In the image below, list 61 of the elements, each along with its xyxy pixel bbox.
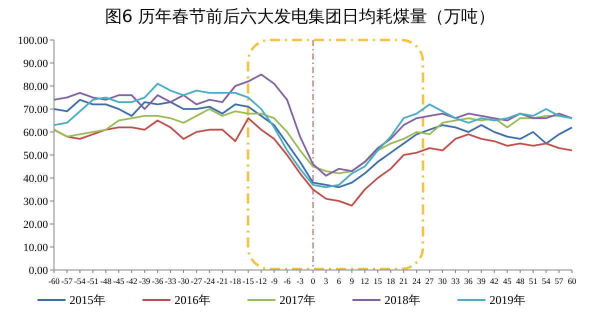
legend-label: 2015年 bbox=[70, 293, 106, 307]
x-tick-label: -12 bbox=[256, 276, 267, 286]
x-tick-label: 12 bbox=[360, 276, 370, 286]
y-tick-label: 30.00 bbox=[23, 196, 48, 208]
x-tick-label: -42 bbox=[126, 276, 138, 286]
x-tick-label: -15 bbox=[242, 276, 254, 286]
legend-label: 2018年 bbox=[384, 293, 420, 307]
x-tick-label: 27 bbox=[425, 276, 434, 286]
chart-title: 图6 历年春节前后六大发电集团日均耗煤量（万吨） bbox=[104, 7, 496, 27]
x-tick-label: 36 bbox=[464, 276, 473, 286]
y-tick-label: 100.00 bbox=[18, 35, 48, 47]
legend-label: 2016年 bbox=[174, 293, 210, 307]
legend-label: 2017年 bbox=[280, 293, 316, 307]
x-tick-label: 48 bbox=[516, 276, 524, 286]
x-tick-label: -36 bbox=[152, 276, 164, 286]
x-tick-label: -48 bbox=[100, 276, 112, 286]
x-tick-label: -39 bbox=[138, 276, 150, 286]
x-tick-label: 54 bbox=[542, 276, 552, 286]
x-tick-label: 42 bbox=[490, 276, 499, 286]
x-tick-label: -3 bbox=[296, 276, 304, 286]
y-tick-label: 50.00 bbox=[23, 150, 48, 162]
x-tick-label: 45 bbox=[503, 276, 512, 286]
x-tick-label: 9 bbox=[350, 276, 354, 286]
legend-label: 2019年 bbox=[490, 293, 526, 307]
x-tick-label: 3 bbox=[324, 276, 328, 286]
x-tick-label: 39 bbox=[477, 276, 486, 286]
x-tick-label: -51 bbox=[87, 276, 99, 286]
y-tick-label: 80.00 bbox=[23, 81, 48, 93]
y-tick-label: 90.00 bbox=[23, 58, 48, 70]
y-tick-label: 10.00 bbox=[23, 242, 48, 254]
x-tick-label: -45 bbox=[113, 276, 124, 286]
x-tick-label: 33 bbox=[451, 276, 460, 286]
x-tick-label: 21 bbox=[399, 276, 408, 286]
line-series bbox=[53, 74, 573, 177]
x-tick-label: -27 bbox=[190, 276, 202, 286]
x-tick-label: 24 bbox=[412, 276, 422, 286]
y-tick-label: 60.00 bbox=[23, 127, 48, 139]
x-tick-label: -6 bbox=[284, 276, 291, 286]
x-tick-label: 51 bbox=[528, 276, 538, 286]
y-tick-label: 20.00 bbox=[23, 219, 48, 231]
y-tick-label: 70.00 bbox=[23, 104, 48, 116]
x-tick-label: 57 bbox=[554, 276, 564, 286]
x-tick-label: -18 bbox=[230, 276, 241, 286]
x-tick-label: -21 bbox=[216, 276, 228, 286]
x-tick-label: -54 bbox=[74, 276, 86, 286]
x-tick-label: -24 bbox=[204, 276, 216, 286]
line-series bbox=[53, 98, 573, 188]
x-tick-label: 6 bbox=[336, 276, 342, 286]
line-series bbox=[53, 82, 573, 188]
x-tick-label: 60 bbox=[568, 276, 576, 286]
y-tick-label: 0.00 bbox=[28, 265, 48, 277]
x-tick-label: -33 bbox=[164, 276, 176, 286]
x-tick-label: -60 bbox=[48, 276, 60, 286]
x-tick-label: 15 bbox=[374, 276, 382, 286]
x-tick-label: 18 bbox=[386, 276, 395, 286]
x-tick-label: 0 bbox=[310, 276, 316, 286]
x-tick-label: -9 bbox=[270, 276, 278, 286]
x-tick-label: -57 bbox=[61, 276, 73, 286]
y-tick-label: 40.00 bbox=[23, 173, 48, 185]
x-tick-label: -30 bbox=[178, 276, 190, 286]
x-tick-label: 30 bbox=[438, 276, 447, 286]
